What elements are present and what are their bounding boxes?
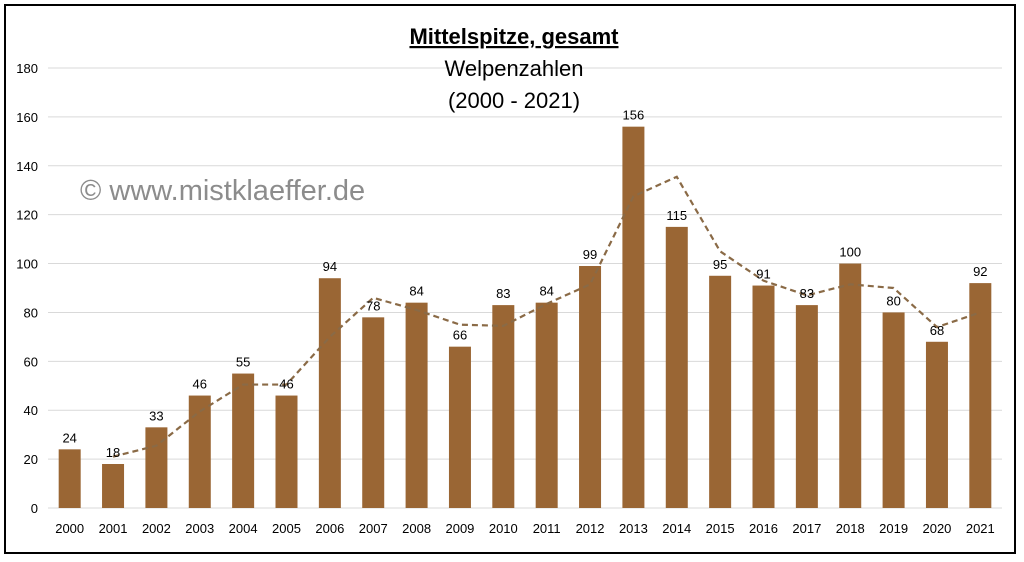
x-tick-label: 2012 [576,521,605,536]
x-tick-label: 2006 [315,521,344,536]
y-axis-ticks: 0 20 40 60 80 100 120 140 160 180 [16,61,38,516]
bar [969,283,992,508]
data-label: 83 [496,286,510,301]
bar-chart: 0 20 40 60 80 100 120 140 160 180 24 18 33 46 55 46 94 7… [16,24,1002,536]
data-label: 83 [800,286,814,301]
bar [795,305,818,508]
bar [318,278,341,508]
chart-subtitle-line2: (2000 - 2021) [448,88,580,113]
x-tick-label: 2010 [489,521,518,536]
bar [405,302,428,508]
data-label: 84 [539,284,553,299]
bars [58,126,992,509]
data-label: 66 [453,328,467,343]
watermark-text: © www.mistklaeffer.de [80,175,365,207]
trendline [112,175,981,458]
x-tick-label: 2001 [99,521,128,536]
data-label: 92 [973,264,987,279]
bar [752,285,775,508]
data-label: 46 [279,377,293,392]
x-tick-label: 2015 [706,521,735,536]
y-tick-label: 80 [24,305,38,320]
data-label: 78 [366,298,380,313]
bar [535,302,558,508]
x-tick-label: 2008 [402,521,431,536]
bar [188,395,211,508]
y-tick-label: 120 [16,208,38,223]
x-tick-label: 2007 [359,521,388,536]
data-label: 156 [623,108,645,123]
x-tick-label: 2011 [533,521,561,536]
data-label: 18 [106,445,120,460]
bar [448,346,471,508]
bar [58,449,81,508]
y-tick-label: 60 [24,354,38,369]
data-label: 115 [666,208,687,223]
bar [362,317,385,508]
data-label: 95 [713,257,727,272]
x-tick-label: 2020 [922,521,951,536]
data-label: 84 [409,284,423,299]
chart-title: Mittelspitze, gesamt [409,24,619,49]
bar [839,263,862,508]
trendline-series [112,175,981,458]
x-tick-label: 2013 [619,521,648,536]
data-labels: 24 18 33 46 55 46 94 78 84 66 83 84 99 156 115 95 91 83 10… [62,108,987,460]
y-tick-label: 20 [24,452,38,467]
bar [492,305,515,508]
y-tick-label: 0 [31,501,38,516]
y-tick-label: 40 [24,403,38,418]
data-label: 100 [839,245,861,260]
x-tick-label: 2005 [272,521,301,536]
x-axis-ticks: 2000 2001 2002 2003 2004 2005 2006 2007 2008 2009… [55,521,995,536]
bar [665,226,688,508]
bar [882,312,905,508]
data-label: 94 [323,259,337,274]
bar [925,341,948,508]
y-tick-label: 140 [16,159,38,174]
data-label: 68 [930,323,944,338]
bar [102,464,125,508]
bar [622,126,645,509]
bar [232,373,255,508]
x-tick-label: 2003 [185,521,214,536]
data-label: 99 [583,247,597,262]
bar [145,427,168,508]
bar [579,266,602,508]
data-label: 55 [236,355,250,370]
x-tick-label: 2009 [445,521,474,536]
x-tick-label: 2019 [879,521,908,536]
x-tick-label: 2014 [662,521,691,536]
bar [275,395,298,508]
y-tick-label: 100 [16,257,38,272]
data-label: 24 [62,430,76,445]
data-label: 80 [886,293,900,308]
x-tick-label: 2004 [229,521,258,536]
y-tick-label: 180 [16,61,38,76]
data-label: 91 [756,267,770,282]
chart-frame: 0 20 40 60 80 100 120 140 160 180 24 18 33 46 55 46 94 7… [4,4,1016,554]
data-label: 46 [193,377,207,392]
data-label: 33 [149,408,163,423]
x-tick-label: 2016 [749,521,778,536]
x-tick-label: 2002 [142,521,171,536]
bar [709,275,732,508]
x-tick-label: 2018 [836,521,865,536]
x-tick-label: 2017 [792,521,821,536]
x-tick-label: 2021 [966,521,995,536]
x-tick-label: 2000 [55,521,84,536]
chart-subtitle-line1: Welpenzahlen [444,56,583,81]
y-tick-label: 160 [16,110,38,125]
